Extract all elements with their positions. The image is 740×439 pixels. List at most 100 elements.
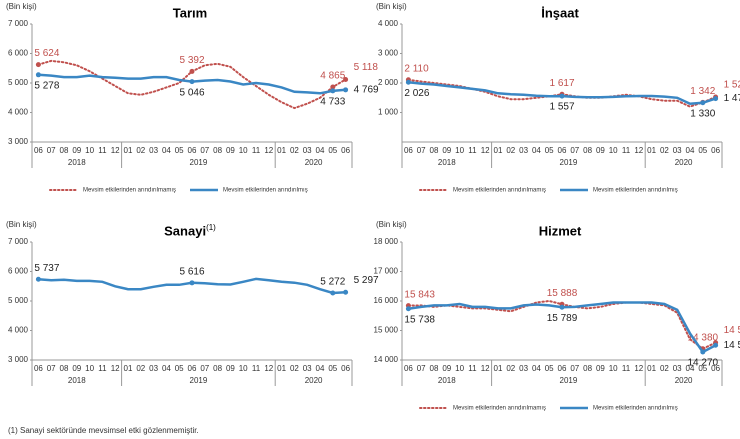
x-tick-label: 12 xyxy=(481,146,490,155)
x-tick-label: 12 xyxy=(634,146,643,155)
x-tick-label: 02 xyxy=(506,364,515,373)
point-marker xyxy=(330,88,336,94)
point-marker xyxy=(330,84,336,90)
x-tick-label: 04 xyxy=(686,146,695,155)
x-tick-label: 06 xyxy=(558,146,567,155)
x-tick-label: 06 xyxy=(188,146,197,155)
point-marker xyxy=(713,342,719,348)
point-marker xyxy=(35,62,41,68)
y-tick-label: 15 000 xyxy=(374,326,399,335)
point-marker xyxy=(343,289,349,295)
x-tick-label: 06 xyxy=(34,146,43,155)
x-tick-label: 01 xyxy=(494,364,503,373)
year-label: 2020 xyxy=(675,376,693,385)
y-tick-label: 7 000 xyxy=(8,19,29,28)
point-marker xyxy=(559,304,565,310)
y-tick-label: 4 000 xyxy=(8,108,29,117)
point-marker xyxy=(700,349,706,355)
year-label: 2019 xyxy=(560,376,578,385)
x-tick-label: 06 xyxy=(711,364,720,373)
y-tick-label: 5 000 xyxy=(8,296,29,305)
x-tick-label: 08 xyxy=(583,146,592,155)
legend-label: Mevsim etkilerinden arındırılmış xyxy=(593,406,678,412)
y-axis-label: (Bin kişi) xyxy=(6,2,37,11)
x-tick-label: 04 xyxy=(316,146,325,155)
x-tick-label: 06 xyxy=(404,364,413,373)
point-marker xyxy=(330,290,336,296)
chart-title: Tarım xyxy=(173,5,207,20)
x-tick-label: 12 xyxy=(111,364,120,373)
series-line xyxy=(408,301,717,354)
y-tick-label: 4 000 xyxy=(8,326,29,335)
y-tick-label: 1 000 xyxy=(378,108,399,117)
year-label: 2018 xyxy=(68,158,86,167)
data-label: 1 526 xyxy=(724,80,740,91)
x-tick-label: 03 xyxy=(519,146,528,155)
x-tick-label: 04 xyxy=(686,364,695,373)
y-tick-label: 3 000 xyxy=(378,49,399,58)
x-tick-label: 11 xyxy=(98,146,107,155)
y-tick-label: 14 000 xyxy=(374,355,399,364)
x-tick-label: 04 xyxy=(532,364,541,373)
data-label: 5 272 xyxy=(320,277,345,288)
x-tick-label: 06 xyxy=(341,364,350,373)
data-label: 1 330 xyxy=(690,108,715,119)
x-tick-label: 01 xyxy=(277,146,286,155)
point-marker xyxy=(35,276,41,282)
point-marker xyxy=(713,96,719,102)
x-tick-label: 03 xyxy=(149,146,158,155)
data-label: 4 733 xyxy=(320,97,345,108)
x-tick-label: 03 xyxy=(519,364,528,373)
x-tick-label: 07 xyxy=(570,146,579,155)
x-tick-label: 10 xyxy=(85,364,94,373)
data-label: 1 557 xyxy=(549,102,574,113)
chart-title: Hizmet xyxy=(539,223,582,238)
data-label: 1 342 xyxy=(690,86,715,97)
x-tick-label: 05 xyxy=(328,146,337,155)
legend-label: Mevsim etkilerinden arındırılmamış xyxy=(453,406,546,412)
x-tick-label: 08 xyxy=(583,364,592,373)
x-tick-label: 07 xyxy=(200,364,209,373)
x-tick-label: 07 xyxy=(47,364,56,373)
point-marker xyxy=(343,87,349,93)
x-tick-label: 02 xyxy=(136,146,145,155)
chart-panel: (Bin kişi) Hizmet 14 000 15 000 16 000 17 000… xyxy=(374,220,740,411)
data-label: 2 026 xyxy=(404,88,429,99)
data-label: 5 278 xyxy=(34,80,59,91)
title-superscript: (1) xyxy=(206,223,216,232)
point-marker xyxy=(189,280,195,286)
year-label: 2020 xyxy=(675,158,693,167)
x-tick-label: 07 xyxy=(47,146,56,155)
data-label: 5 737 xyxy=(34,263,59,274)
x-tick-label: 12 xyxy=(481,364,490,373)
data-label: 15 738 xyxy=(404,314,435,325)
y-tick-label: 6 000 xyxy=(8,267,29,276)
year-label: 2020 xyxy=(305,376,323,385)
y-tick-label: 4 000 xyxy=(378,19,399,28)
x-tick-label: 07 xyxy=(570,364,579,373)
data-label: 4 769 xyxy=(354,84,379,95)
x-tick-label: 01 xyxy=(647,146,656,155)
chart-title: İnşaat xyxy=(541,5,579,20)
x-tick-label: 11 xyxy=(622,146,631,155)
x-tick-label: 08 xyxy=(60,364,69,373)
legend-label: Mevsim etkilerinden arındırılmış xyxy=(593,188,678,194)
x-tick-label: 10 xyxy=(609,146,618,155)
data-label: 4 865 xyxy=(320,71,345,82)
data-label: 14 270 xyxy=(688,358,719,369)
y-tick-label: 17 000 xyxy=(374,267,399,276)
x-tick-label: 02 xyxy=(136,364,145,373)
point-marker xyxy=(700,100,706,106)
x-tick-label: 05 xyxy=(175,364,184,373)
x-tick-label: 03 xyxy=(673,364,682,373)
x-tick-label: 11 xyxy=(468,146,477,155)
x-tick-label: 02 xyxy=(660,364,669,373)
x-tick-label: 04 xyxy=(162,146,171,155)
data-label: 5 297 xyxy=(354,275,379,286)
chart-title: Sanayi(1) xyxy=(164,223,216,238)
legend-label: Mevsim etkilerinden arındırılmış xyxy=(223,188,308,194)
data-label: 14 380 xyxy=(688,332,719,343)
x-tick-label: 02 xyxy=(506,146,515,155)
x-tick-label: 01 xyxy=(124,364,133,373)
